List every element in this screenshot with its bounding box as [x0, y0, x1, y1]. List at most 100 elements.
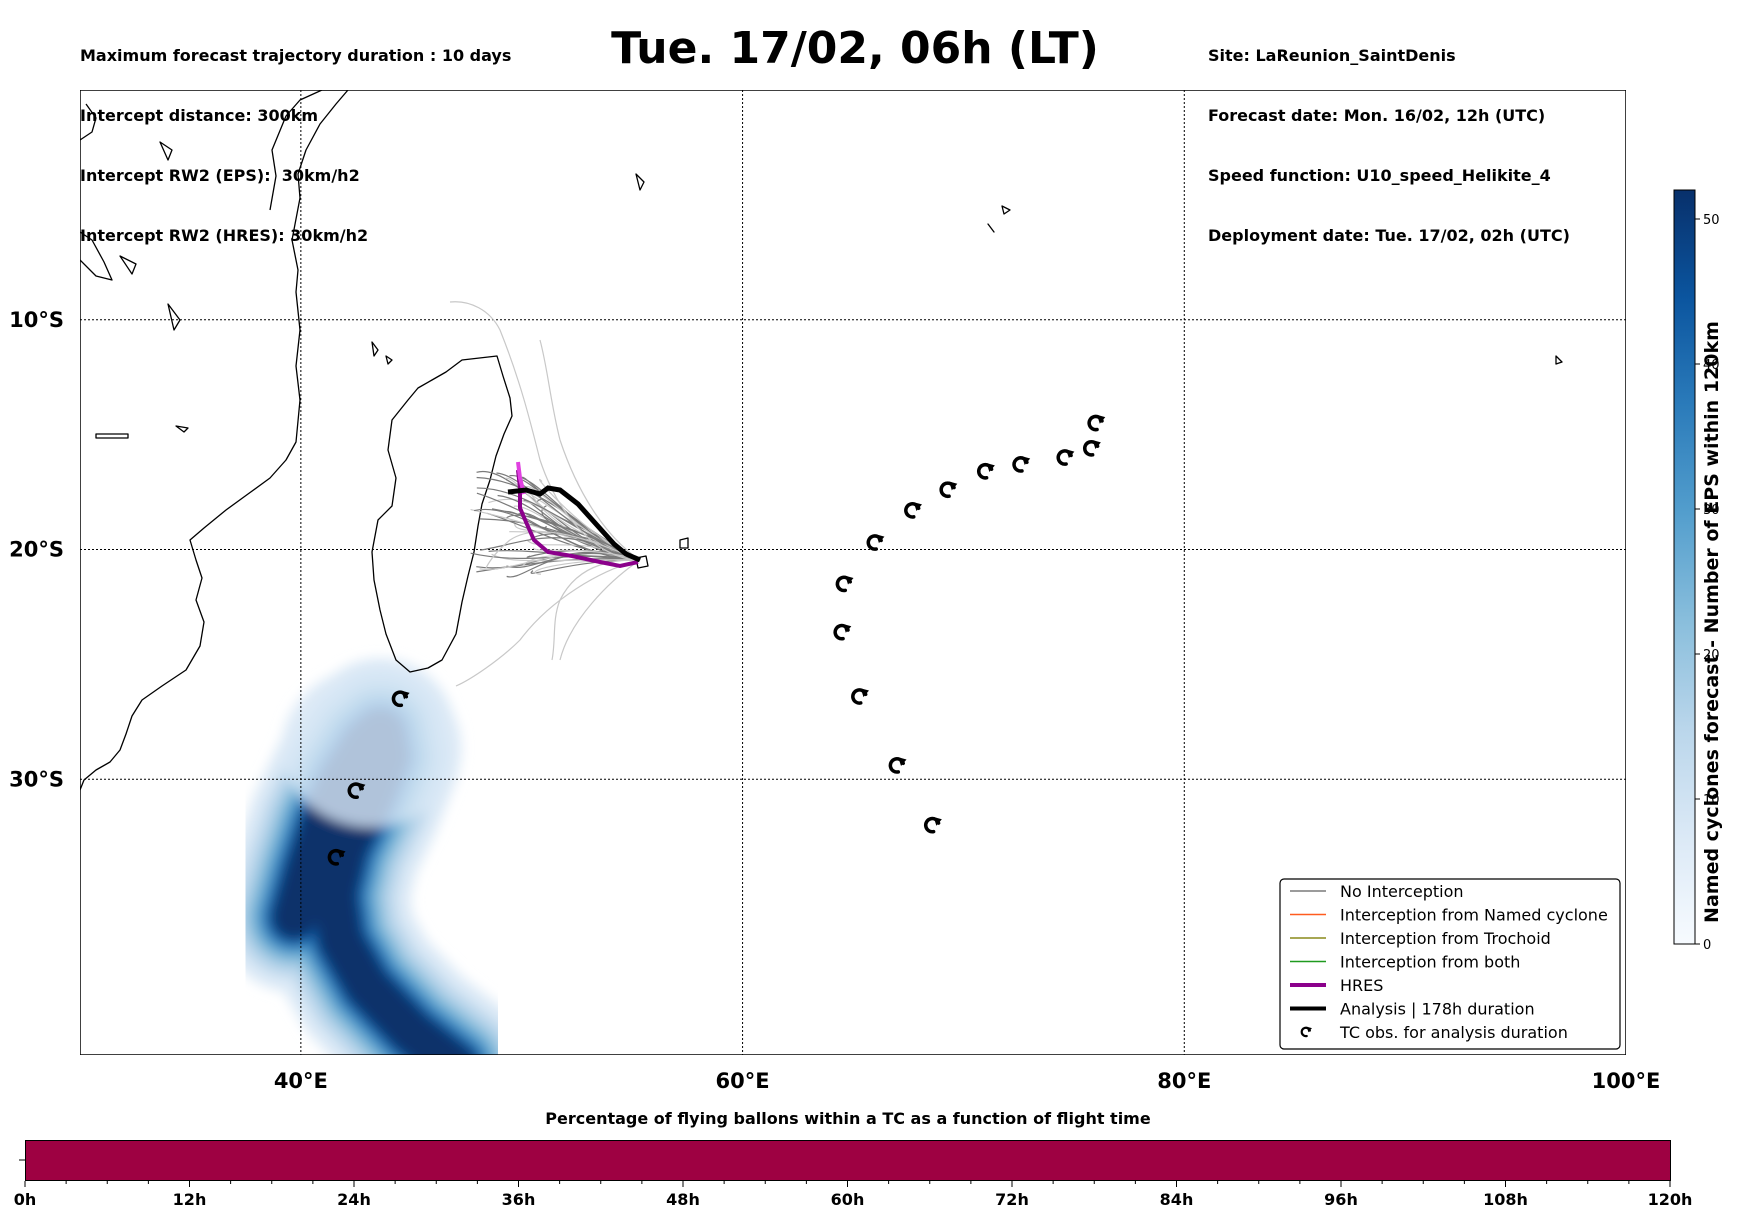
info-line: Intercept distance: 300km	[80, 106, 319, 125]
map-legend: No Interception Interception from Named c…	[1279, 878, 1621, 1050]
info-line: Intercept RW2 (HRES): 30km/h2	[80, 226, 369, 245]
header-info-left: Maximum forecast trajectory duration : 1…	[80, 6, 511, 266]
tc-obs-icon	[851, 688, 869, 705]
info-line: Speed function: U10_speed_Helikite_4	[1208, 166, 1551, 185]
colorbar-fill	[1673, 189, 1696, 945]
density-halo	[281, 667, 462, 828]
ensemble-trajectory	[497, 494, 641, 561]
info-line: Site: LaReunion_SaintDenis	[1208, 46, 1456, 65]
tc-obs-icon	[833, 623, 852, 641]
legend-label: TC obs. for analysis duration	[1339, 1023, 1568, 1042]
legend-label: No Interception	[1340, 882, 1464, 901]
tc-obs-legend-icon	[1300, 1026, 1312, 1038]
colorbar-label: Named cyclones forecast - Number of EPS …	[1701, 321, 1723, 923]
ensemble-trajectory	[455, 559, 641, 687]
flight-tick-label: 120h	[1648, 1190, 1693, 1209]
flight-tick-label: 48h	[666, 1190, 700, 1209]
legend-entry: No Interception	[1290, 882, 1464, 901]
flight-tick-label: 60h	[831, 1190, 865, 1209]
ensemble-trajectory	[474, 508, 641, 561]
tc-obs-icon	[939, 481, 958, 499]
legend-entry: HRES	[1290, 976, 1383, 995]
legend-entry: Interception from Trochoid	[1290, 929, 1551, 948]
reunion-island	[635, 555, 649, 569]
info-line: Maximum forecast trajectory duration : 1…	[80, 46, 512, 65]
analysis-trajectory	[507, 485, 641, 563]
ensemble-trajectory	[530, 559, 641, 574]
colorbar-tick-label: 10	[1703, 793, 1720, 808]
ensemble-trajectory	[532, 547, 641, 561]
info-line: Deployment date: Tue. 17/02, 02h (UTC)	[1208, 226, 1570, 245]
flight-bar-title: Percentage of flying ballons within a TC…	[545, 1109, 1151, 1128]
flight-tick-label: 84h	[1160, 1190, 1194, 1209]
flight-time-ticks: 0h 12h 24h 36h 48h 60h 72h 84h 96h 108h 120h	[14, 1181, 1693, 1209]
map-axis-ticks: 40°E 60°E 80°E 100°E 10°S 20°S 30°S	[9, 308, 1660, 1093]
map-plot-area	[80, 90, 1626, 1055]
ensemble-trajectory	[534, 559, 641, 575]
colorbar-tick-label: 0	[1703, 938, 1711, 953]
legend-label: HRES	[1340, 976, 1383, 995]
flight-time-bar	[25, 1140, 1671, 1181]
ensemble-trajectory	[551, 559, 641, 661]
ensemble-trajectory	[449, 301, 641, 561]
legend-label: Interception from Trochoid	[1340, 929, 1551, 948]
tc-obs-icon	[391, 690, 410, 708]
tc-obs-icon	[923, 816, 942, 834]
ensemble-trajectory	[496, 472, 641, 561]
legend-label: Interception from Named cyclone	[1340, 906, 1608, 925]
colorbar-tick-label: 50	[1703, 213, 1720, 228]
legend-label: Analysis | 178h duration	[1340, 1000, 1535, 1019]
tc-obs-icon	[866, 534, 885, 551]
colorbar-tick-label: 30	[1703, 503, 1720, 518]
ensemble-trajectory	[485, 531, 641, 569]
lat-tick-label: 30°S	[9, 767, 64, 791]
density-colorbar: 0 10 20 30 40 50	[1673, 189, 1720, 953]
info-line: Intercept RW2 (EPS): 30km/h2	[80, 166, 360, 185]
tc-observation-markers	[327, 414, 1106, 866]
cyclone-density-field	[219, 658, 529, 1055]
legend-entry: Interception from Named cyclone	[1290, 906, 1608, 925]
tc-obs-icon	[1056, 449, 1075, 466]
legend-entry: Interception from both	[1290, 953, 1520, 972]
small-islands	[119, 141, 1563, 365]
lon-tick-label: 60°E	[716, 1069, 770, 1093]
legend-entry: TC obs. for analysis duration	[1300, 1023, 1568, 1042]
legend-entry: Analysis | 178h duration	[1290, 1000, 1535, 1019]
lon-tick-label: 100°E	[1592, 1069, 1661, 1093]
flight-tick-label: 36h	[502, 1190, 536, 1209]
madagascar-coastline	[371, 355, 513, 673]
lat-tick-label: 20°S	[9, 538, 64, 562]
map-gridlines	[80, 90, 1626, 1055]
tc-obs-icon	[904, 502, 922, 519]
tc-obs-icon	[835, 575, 854, 593]
tc-obs-icon	[347, 782, 366, 800]
hres-trajectory	[516, 469, 639, 569]
tc-obs-icon	[1087, 414, 1106, 432]
page-title: Tue. 17/02, 06h (LT)	[611, 23, 1099, 74]
flight-tick-label: 72h	[995, 1190, 1029, 1209]
lon-tick-label: 80°E	[1157, 1069, 1211, 1093]
ensemble-trajectories	[449, 301, 641, 687]
land-outlines	[80, 90, 1563, 791]
africa-coastline	[80, 90, 349, 791]
legend-label: Interception from both	[1340, 953, 1520, 972]
tc-obs-icon	[888, 757, 907, 774]
ensemble-trajectory	[539, 339, 641, 561]
info-line: Forecast date: Mon. 16/02, 12h (UTC)	[1208, 106, 1546, 125]
flight-tick-label: 108h	[1483, 1190, 1528, 1209]
flight-tick-label: 24h	[337, 1190, 371, 1209]
flight-tick-label: 96h	[1324, 1190, 1358, 1209]
colorbar-tick-label: 40	[1703, 358, 1720, 373]
tc-obs-icon	[1012, 456, 1031, 473]
flight-tick-label: 0h	[14, 1190, 37, 1209]
tc-obs-icon	[976, 462, 995, 480]
colorbar-tick-label: 20	[1703, 648, 1720, 663]
lon-tick-label: 40°E	[274, 1069, 328, 1093]
comoros-islands	[95, 341, 393, 439]
tc-obs-icon	[327, 848, 346, 866]
lat-tick-label: 10°S	[9, 308, 64, 332]
tc-obs-icon	[1082, 439, 1101, 457]
legend-box	[1279, 878, 1621, 1050]
mauritius-island	[679, 537, 689, 549]
